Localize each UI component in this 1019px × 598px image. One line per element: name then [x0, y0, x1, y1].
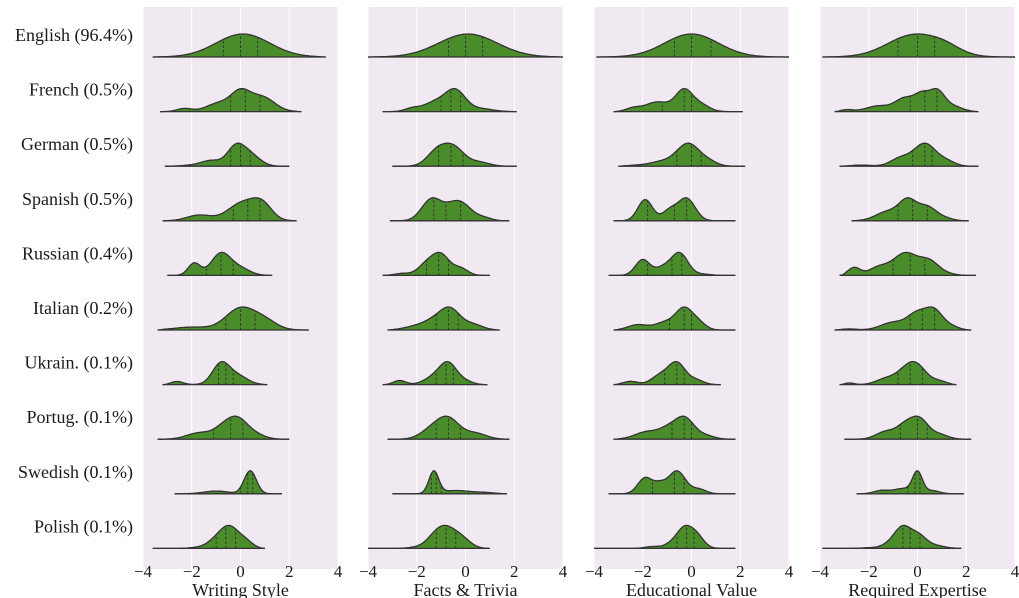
x-tick-label: −4: [359, 562, 378, 581]
x-tick-label: −4: [811, 562, 830, 581]
row-label: Portug. (0.1%): [27, 407, 134, 428]
density-ridge: [594, 525, 736, 549]
x-tick-label: 4: [559, 562, 568, 581]
density-ridge: [382, 88, 517, 112]
x-axis-title: Educational Value: [626, 580, 757, 598]
row-label: Polish (0.1%): [34, 516, 133, 537]
density-ridge: [613, 361, 721, 385]
density-ridge: [839, 252, 976, 276]
row-label: Swedish (0.1%): [18, 462, 133, 483]
x-tick-label: −2: [860, 562, 878, 581]
panel: −4 −2 0 2 4 Facts & Trivia: [359, 7, 568, 598]
x-tick-label: −2: [634, 562, 652, 581]
density-ridge: [174, 470, 282, 494]
density-outline: [167, 251, 273, 277]
density-ridge: [387, 307, 500, 330]
row-label: French (0.5%): [29, 80, 133, 101]
row-label: German (0.5%): [21, 134, 133, 155]
density-ridge: [157, 307, 309, 330]
x-tick-label: −4: [585, 562, 604, 581]
x-tick-label: 4: [1011, 562, 1019, 581]
row-label: English (96.4%): [15, 25, 133, 46]
density-ridge: [856, 470, 964, 494]
density-outline: [389, 197, 510, 222]
density-outline: [834, 306, 972, 331]
x-tick-label: 2: [962, 562, 971, 581]
density-outline: [157, 415, 290, 440]
x-axis-title: Facts & Trivia: [413, 580, 517, 598]
row-label: Italian (0.2%): [33, 298, 133, 319]
density-outline: [618, 142, 746, 167]
density-ridge: [613, 416, 736, 440]
density-outline: [152, 33, 326, 58]
density-ridge: [382, 252, 490, 276]
density-outline: [157, 306, 309, 331]
density-ridge: [596, 34, 789, 57]
density-outline: [382, 87, 517, 113]
density-ridge: [613, 88, 743, 112]
density-ridge: [851, 197, 969, 221]
density-outline: [844, 415, 972, 440]
density-outline: [822, 33, 1015, 58]
density-outline: [160, 87, 302, 113]
density-outline: [613, 360, 721, 386]
density-ridge: [368, 525, 490, 549]
x-tick-label: −4: [134, 562, 153, 581]
density-outline: [162, 197, 297, 222]
panel: −4 −2 0 2 4 Educational Value: [585, 7, 794, 598]
row-label: Spanish (0.5%): [22, 189, 133, 210]
row-label: Russian (0.4%): [22, 243, 133, 264]
density-outline: [839, 251, 976, 277]
x-tick-label: 0: [687, 562, 696, 581]
x-tick-label: 4: [334, 562, 343, 581]
density-outline: [382, 251, 490, 277]
density-ridge: [382, 361, 488, 385]
density-ridge: [162, 361, 268, 385]
density-outline: [392, 142, 517, 167]
density-ridge: [164, 143, 290, 167]
density-ridge: [834, 307, 972, 330]
x-tick-label: 0: [236, 562, 245, 581]
x-tick-label: 0: [913, 562, 922, 581]
density-outline: [387, 306, 500, 331]
density-outline: [596, 33, 789, 58]
density-ridge: [822, 34, 1015, 57]
density-outline: [164, 142, 290, 167]
x-tick-label: 2: [285, 562, 294, 581]
density-outline: [162, 360, 268, 386]
density-ridge: [613, 307, 736, 330]
density-outline: [613, 415, 736, 440]
x-axis-title: Required Expertise: [848, 580, 986, 598]
panel: −4 −2 0 2 4 Required Expertise: [811, 7, 1019, 598]
x-tick-label: 2: [736, 562, 745, 581]
density-ridge: [618, 143, 746, 167]
x-tick-label: 0: [461, 562, 470, 581]
row-label: Ukrain. (0.1%): [25, 353, 133, 374]
x-axis-title: Writing Style: [192, 580, 289, 598]
density-outline: [382, 360, 488, 386]
density-outline: [839, 142, 979, 167]
density-outline: [851, 197, 969, 222]
x-tick-label: 4: [785, 562, 794, 581]
density-ridge: [839, 143, 979, 167]
density-outline: [834, 87, 979, 113]
density-ridge: [608, 470, 736, 494]
density-ridge: [157, 416, 290, 440]
x-tick-label: −2: [183, 562, 201, 581]
x-tick-label: 2: [510, 562, 519, 581]
x-tick-label: −2: [408, 562, 426, 581]
panel: −4 −2 0 2 4 Writing Style: [134, 7, 343, 598]
density-ridge: [152, 525, 265, 549]
density-ridge: [152, 34, 326, 57]
